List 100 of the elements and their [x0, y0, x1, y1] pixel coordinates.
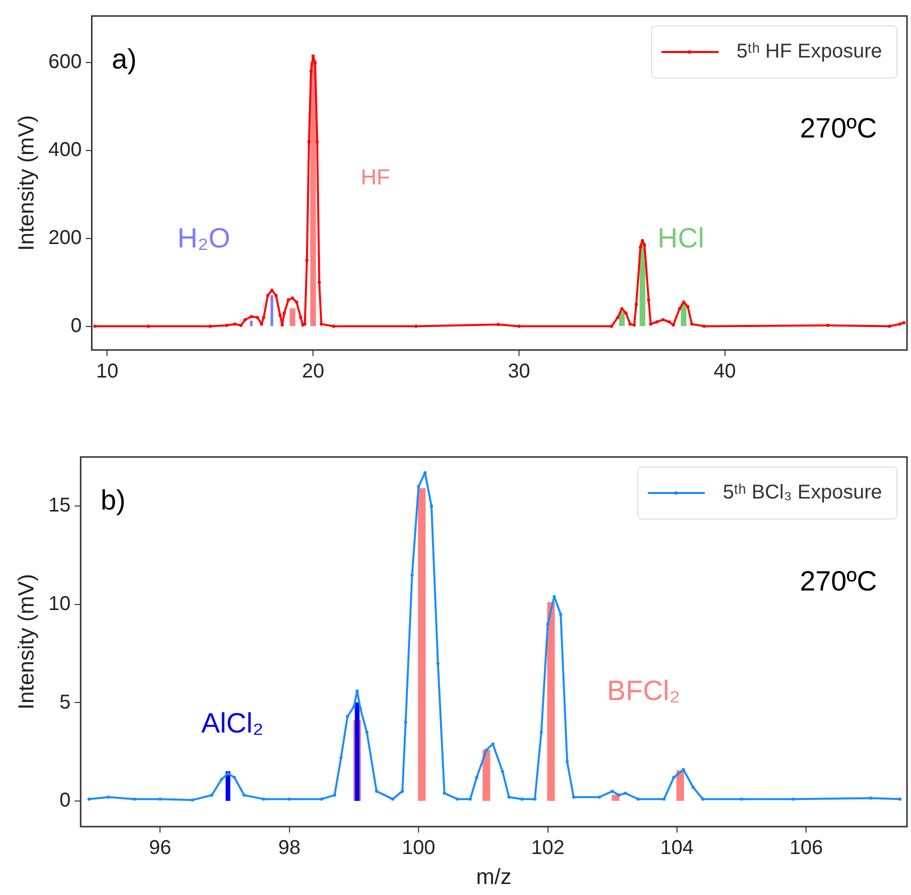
point	[339, 756, 343, 760]
point	[546, 622, 550, 626]
point	[282, 311, 286, 315]
annotation: 270ºC	[800, 112, 877, 144]
y-tick-label: 0	[60, 790, 71, 812]
point	[220, 778, 224, 782]
point	[256, 316, 260, 320]
point	[566, 760, 569, 764]
point	[902, 321, 906, 324]
point	[225, 324, 228, 327]
text: H₂O	[177, 222, 230, 254]
point	[636, 797, 640, 801]
point	[242, 794, 246, 797]
point	[318, 280, 321, 284]
bar	[354, 702, 360, 801]
x-tick-label: 10	[96, 360, 118, 383]
point	[374, 790, 378, 793]
point	[634, 302, 638, 306]
point	[414, 324, 418, 328]
bar	[290, 308, 296, 326]
point	[456, 797, 459, 801]
x-tick-label: 98	[278, 837, 300, 860]
point	[280, 323, 284, 327]
point	[517, 324, 521, 328]
annotation: b)	[100, 484, 126, 516]
point	[520, 797, 524, 801]
point	[686, 304, 690, 308]
y-tick-label: 400	[48, 138, 82, 161]
point	[500, 770, 504, 774]
point	[436, 662, 440, 666]
point	[442, 792, 446, 795]
point	[346, 714, 350, 718]
point	[305, 258, 308, 262]
point	[286, 298, 290, 302]
x-tick-label: 102	[531, 837, 564, 860]
point	[792, 797, 795, 801]
point	[299, 316, 302, 320]
point	[391, 797, 394, 801]
point	[232, 776, 236, 780]
series-label: HCl	[658, 222, 704, 254]
x-tick-label: 104	[660, 837, 694, 860]
bar	[250, 320, 253, 326]
point	[316, 140, 319, 144]
point	[638, 246, 642, 249]
point	[898, 797, 902, 801]
point	[572, 796, 576, 799]
text: HF	[360, 164, 390, 190]
y-axis-title: Intensity (mV)	[13, 115, 38, 251]
point	[624, 792, 627, 795]
y-tick-label: 0	[70, 314, 82, 337]
point	[400, 790, 404, 793]
point	[640, 238, 644, 242]
point	[332, 324, 336, 328]
point	[262, 316, 266, 320]
point	[274, 294, 278, 298]
point	[410, 573, 414, 577]
legend-label: 5ᵗʰ BCl₃ Exposure	[722, 482, 882, 504]
point	[278, 314, 282, 317]
point	[559, 612, 562, 616]
point	[598, 796, 602, 799]
point	[616, 316, 620, 320]
point	[290, 296, 294, 300]
point	[423, 471, 427, 474]
point	[356, 689, 359, 693]
point	[358, 707, 362, 710]
series-label: BFCl₂	[607, 674, 680, 706]
point	[888, 324, 892, 328]
x-tick-label: 106	[790, 837, 823, 860]
series-label: AlCl₂	[201, 708, 264, 739]
bar	[482, 750, 490, 801]
point	[655, 320, 658, 324]
point	[239, 324, 243, 327]
point	[826, 324, 830, 327]
y-tick-label: 10	[48, 592, 71, 615]
point	[208, 324, 212, 328]
point	[404, 720, 408, 724]
y-tick-label: 5	[60, 691, 71, 714]
point	[93, 324, 96, 328]
point	[898, 322, 902, 326]
point	[617, 794, 620, 797]
annotation: a)	[112, 44, 137, 75]
point	[244, 318, 247, 322]
point	[475, 776, 478, 780]
point	[320, 797, 324, 801]
bar	[226, 771, 230, 801]
point	[647, 298, 650, 302]
point	[190, 798, 194, 802]
y-tick-label: 600	[48, 51, 82, 74]
point	[552, 594, 556, 598]
point	[642, 243, 646, 247]
point	[295, 300, 298, 304]
point	[158, 797, 162, 801]
point	[740, 797, 744, 801]
point	[233, 322, 236, 326]
bar	[270, 295, 274, 326]
point	[307, 140, 311, 144]
point	[620, 307, 624, 310]
point	[365, 730, 368, 734]
point	[87, 797, 91, 801]
point	[210, 794, 214, 797]
